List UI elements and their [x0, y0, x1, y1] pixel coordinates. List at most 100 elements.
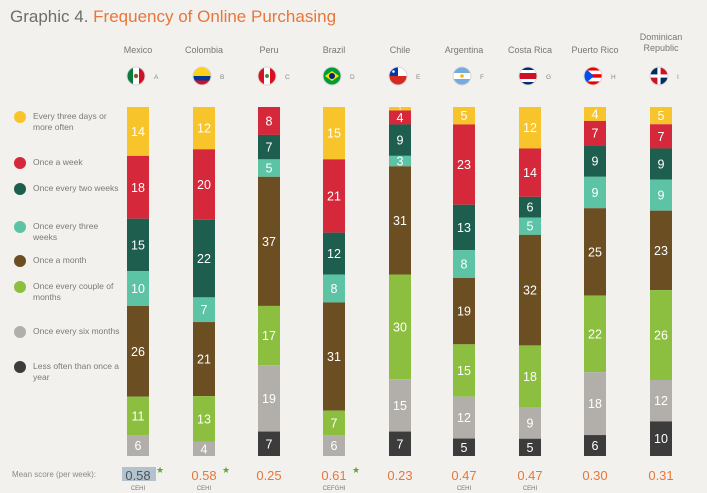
data-label: 15 [457, 364, 471, 378]
data-label: 21 [327, 189, 341, 203]
data-label: 18 [131, 181, 145, 195]
significance-star-icon: ★ [352, 465, 360, 475]
data-label: 19 [262, 392, 276, 406]
argentina-flag-icon [452, 66, 472, 86]
mean-score-peru: 0.25 [256, 468, 281, 483]
data-label: 6 [331, 439, 338, 453]
bar-segment-mexico-once-a-week [127, 155, 149, 219]
data-label: 5 [461, 109, 468, 123]
significance-letters: CEHI [523, 486, 538, 492]
data-label: 7 [397, 437, 404, 451]
peru-flag-icon [257, 66, 277, 86]
significance-letters: CEHI [131, 486, 146, 492]
data-label: 21 [197, 353, 211, 367]
data-label: 5 [461, 441, 468, 455]
bar-segment-chile-once-a-week [389, 110, 411, 125]
legend-swatch [14, 255, 26, 267]
data-label: 17 [262, 329, 276, 343]
legend-label: Once every six months [33, 326, 120, 336]
category-letter: H [611, 74, 616, 81]
mean-score-label: Mean score (per week): [12, 470, 97, 479]
legend-label: Once every two weeks [33, 183, 119, 193]
data-label: 4 [592, 107, 599, 121]
bar-segment-puerto-rico-less-often-than-once-a-year [584, 435, 606, 456]
significance-star-icon: ★ [222, 465, 230, 475]
bar-segment-costa-rica-every-three-days-or-more-often [519, 107, 541, 149]
bar-segment-brazil-once-every-two-weeks [323, 232, 345, 275]
bar-segment-puerto-rico-once-every-three-weeks [584, 176, 606, 209]
bar-segment-argentina-every-three-days-or-more-often [453, 107, 475, 125]
category-letter: A [154, 74, 159, 81]
bar-segment-argentina-once-every-couple-of-months [453, 344, 475, 397]
bar-segment-puerto-rico-once-every-couple-of-months [584, 295, 606, 373]
data-label: 10 [654, 432, 668, 446]
bar-segment-peru-once-a-week [258, 107, 280, 135]
mean-score-costa-rica: 0.47 [517, 468, 542, 483]
data-label: 11 [132, 409, 145, 423]
bar-segment-chile-every-three-days-or-more-often [389, 107, 411, 111]
colombia-flag-icon [192, 66, 212, 86]
category-label-brazil: Brazil [323, 45, 346, 55]
bar-segment-brazil-once-a-month [323, 302, 345, 411]
data-label: 31 [327, 350, 341, 364]
mean-score-highlight [122, 467, 156, 481]
bar-segment-peru-once-every-three-weeks [258, 159, 280, 177]
category-label-mexico: Mexico [124, 45, 153, 55]
bar-segment-mexico-once-every-three-weeks [127, 271, 149, 306]
bar-segment-dominican-republic-once-every-couple-of-months [650, 290, 672, 380]
puerto-rico-flag-icon [583, 66, 603, 86]
bar-segment-puerto-rico-once-every-two-weeks [584, 145, 606, 177]
data-label: 12 [654, 394, 668, 408]
data-label: 14 [131, 125, 145, 139]
mean-score-puerto-rico: 0.30 [582, 468, 607, 483]
category-letter: F [480, 74, 484, 81]
data-label: 22 [197, 252, 211, 266]
data-label: 23 [457, 158, 471, 172]
legend-swatch [14, 281, 26, 293]
bar-segment-costa-rica-less-often-than-once-a-year [519, 438, 541, 456]
legend-swatch [14, 221, 26, 233]
mean-score-brazil: 0.61 [321, 468, 346, 483]
significance-letters: CEFGHI [323, 486, 346, 492]
data-label: 37 [262, 235, 276, 249]
bar-segment-mexico-once-every-couple-of-months [127, 396, 149, 436]
chart-title-main: Frequency of Online Purchasing [93, 7, 337, 26]
data-label: 7 [592, 127, 599, 141]
legend-swatch [14, 361, 26, 373]
data-label: 12 [197, 122, 211, 136]
bar-segment-argentina-once-every-three-weeks [453, 250, 475, 279]
bar-segment-chile-less-often-than-once-a-year [389, 431, 411, 456]
bar-segment-costa-rica-once-a-month [519, 234, 541, 346]
bar-segment-brazil-once-a-week [323, 159, 345, 233]
data-label: 7 [266, 141, 273, 155]
bar-segment-costa-rica-once-every-three-weeks [519, 217, 541, 235]
data-label: 9 [592, 155, 599, 169]
data-label: 8 [461, 258, 468, 272]
dominican-republic-flag-icon [649, 66, 669, 86]
bar-segment-dominican-republic-once-every-six-months [650, 379, 672, 422]
bar-segment-chile-once-every-six-months [389, 379, 411, 432]
chart-title-prefix: Graphic 4. [10, 7, 89, 26]
mean-score-argentina: 0.47 [451, 468, 476, 483]
category-letter: G [546, 74, 551, 81]
data-label: 7 [331, 416, 338, 430]
bar-segment-brazil-once-every-six-months [323, 435, 345, 456]
data-label: 4 [201, 442, 208, 456]
chile-flag-icon [388, 66, 408, 86]
data-label: 22 [588, 327, 602, 341]
legend-label: Once every couple of months [33, 281, 114, 302]
bar-segment-colombia-once-every-three-weeks [193, 297, 215, 323]
category-letter: D [350, 74, 355, 81]
data-label: 9 [658, 158, 665, 172]
data-label: 9 [397, 134, 404, 148]
data-label: 20 [197, 178, 211, 192]
bar-segment-brazil-every-three-days-or-more-often [323, 107, 345, 160]
bar-segment-argentina-less-often-than-once-a-year [453, 438, 475, 456]
data-label: 26 [654, 329, 668, 343]
data-label: 9 [658, 189, 665, 203]
data-label: 12 [523, 121, 537, 135]
data-label: 9 [527, 417, 534, 431]
data-label: 14 [523, 166, 537, 180]
category-label-chile: Chile [390, 45, 411, 55]
